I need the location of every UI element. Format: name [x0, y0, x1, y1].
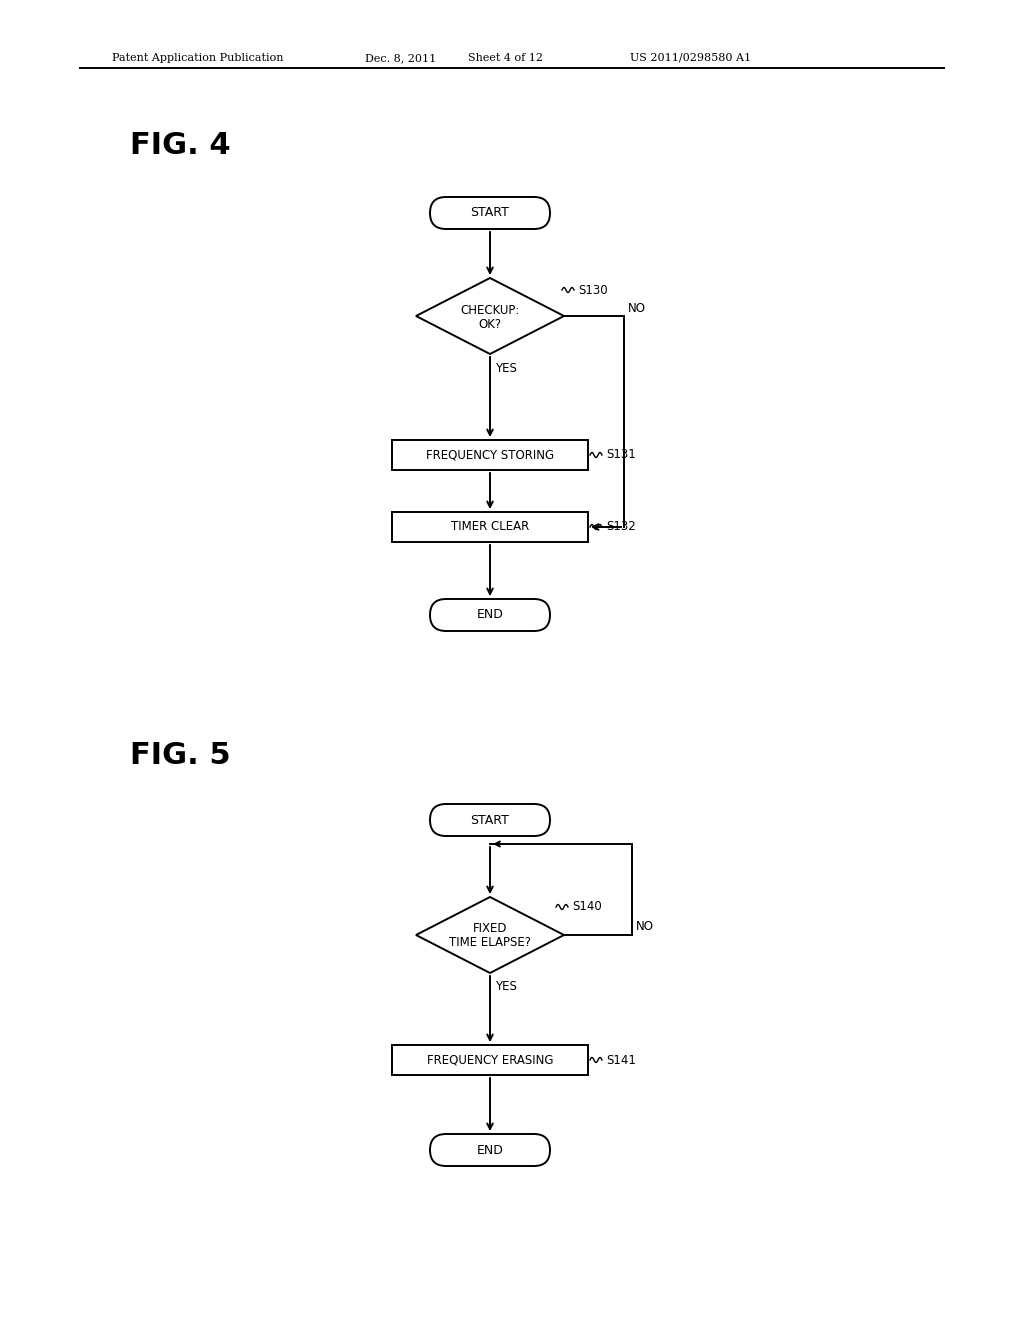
- Text: OK?: OK?: [478, 318, 502, 330]
- Text: FIG. 4: FIG. 4: [130, 131, 230, 160]
- Text: CHECKUP:: CHECKUP:: [461, 304, 520, 317]
- Text: FIXED: FIXED: [473, 923, 507, 936]
- Bar: [392, 512, 588, 543]
- FancyBboxPatch shape: [430, 599, 550, 631]
- Text: NO: NO: [636, 920, 654, 933]
- Text: Patent Application Publication: Patent Application Publication: [112, 53, 284, 63]
- Text: S141: S141: [606, 1053, 636, 1067]
- Text: S132: S132: [606, 520, 636, 533]
- Polygon shape: [416, 898, 564, 973]
- Text: Dec. 8, 2011: Dec. 8, 2011: [365, 53, 436, 63]
- Bar: [392, 1045, 588, 1074]
- FancyBboxPatch shape: [430, 804, 550, 836]
- Text: YES: YES: [495, 981, 517, 994]
- Text: S140: S140: [572, 900, 602, 913]
- Text: US 2011/0298580 A1: US 2011/0298580 A1: [630, 53, 752, 63]
- Bar: [392, 440, 588, 470]
- FancyBboxPatch shape: [430, 1134, 550, 1166]
- Text: S131: S131: [606, 449, 636, 462]
- Text: END: END: [476, 1143, 504, 1156]
- Text: START: START: [471, 206, 509, 219]
- Text: END: END: [476, 609, 504, 622]
- Text: START: START: [471, 813, 509, 826]
- Text: FREQUENCY STORING: FREQUENCY STORING: [426, 449, 554, 462]
- Text: TIME ELAPSE?: TIME ELAPSE?: [449, 936, 531, 949]
- Text: FIG. 5: FIG. 5: [130, 741, 230, 770]
- Text: TIMER CLEAR: TIMER CLEAR: [451, 520, 529, 533]
- Text: Sheet 4 of 12: Sheet 4 of 12: [468, 53, 543, 63]
- Polygon shape: [416, 279, 564, 354]
- Text: YES: YES: [495, 362, 517, 375]
- Text: NO: NO: [628, 301, 646, 314]
- Text: FREQUENCY ERASING: FREQUENCY ERASING: [427, 1053, 553, 1067]
- Text: S130: S130: [578, 284, 607, 297]
- FancyBboxPatch shape: [430, 197, 550, 228]
